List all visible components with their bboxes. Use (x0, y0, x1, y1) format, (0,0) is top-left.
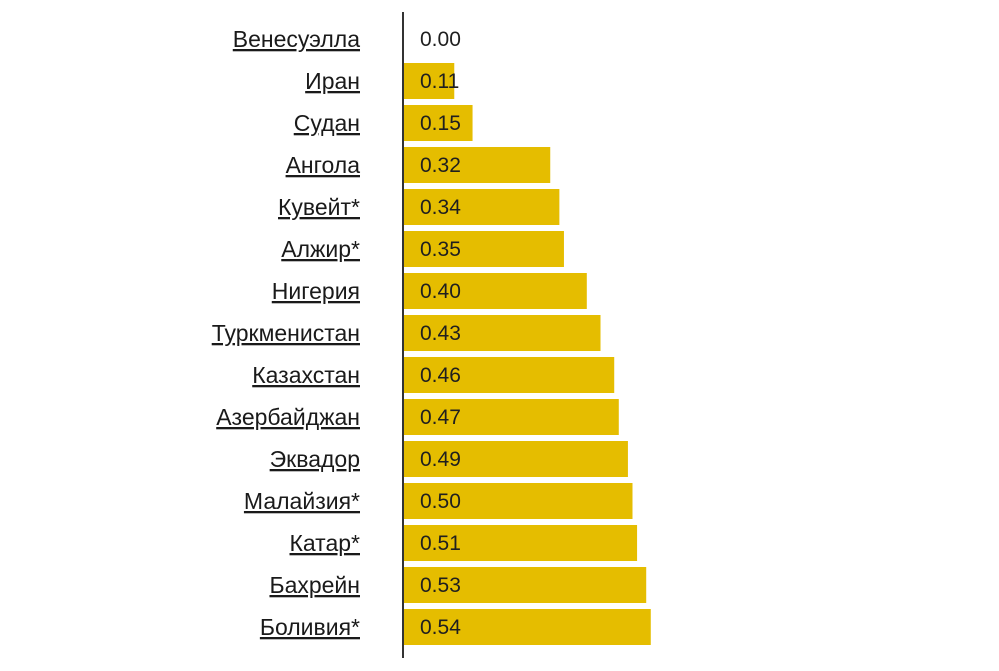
value-label: 0.15 (420, 112, 461, 135)
bar (404, 399, 619, 435)
bar (404, 231, 564, 267)
category-label[interactable]: Судан (294, 110, 360, 136)
value-label: 0.54 (420, 616, 461, 639)
category-label[interactable]: Ангола (286, 152, 361, 178)
category-label[interactable]: Кувейт* (278, 194, 360, 220)
bar (404, 315, 601, 351)
bar (404, 609, 651, 645)
category-label[interactable]: Иран (305, 68, 360, 94)
category-label[interactable]: Малайзия* (244, 488, 360, 514)
value-label: 0.49 (420, 448, 461, 471)
bar (404, 63, 455, 99)
category-label[interactable]: Катар* (290, 530, 361, 556)
category-label[interactable]: Боливия* (260, 614, 360, 640)
value-label: 0.51 (420, 532, 461, 555)
category-label[interactable]: Эквадор (270, 446, 360, 472)
category-label[interactable]: Нигерия (272, 278, 360, 304)
bar (404, 189, 560, 225)
category-label[interactable]: Азербайджан (216, 404, 360, 430)
value-label: 0.43 (420, 322, 461, 345)
value-label: 0.32 (420, 154, 461, 177)
bar (404, 567, 647, 603)
category-labels-layer: Венесуэлла Иран Судан Ангола Кувейт* Алжи… (212, 26, 360, 640)
value-label: 0.50 (420, 490, 461, 513)
bar (404, 273, 587, 309)
value-label: 0.34 (420, 196, 461, 219)
category-label[interactable]: Туркменистан (212, 320, 360, 346)
bar (404, 483, 633, 519)
bar (404, 525, 638, 561)
bar (404, 147, 551, 183)
bar (404, 441, 628, 477)
value-label: 0.40 (420, 280, 461, 303)
value-label: 0.35 (420, 238, 461, 261)
value-labels-layer: 0.00 0.11 0.15 0.32 0.34 0.35 0.40 0.43 0.46 0.47… (420, 28, 461, 639)
value-label: 0.46 (420, 364, 461, 387)
value-label: 0.47 (420, 406, 461, 429)
category-label[interactable]: Казахстан (252, 362, 360, 388)
value-label: 0.53 (420, 574, 461, 597)
value-label: 0.00 (420, 28, 461, 51)
category-label[interactable]: Венесуэлла (233, 26, 360, 52)
category-label[interactable]: Бахрейн (269, 572, 360, 598)
bars-layer (404, 63, 651, 645)
value-label: 0.11 (420, 70, 459, 93)
category-label[interactable]: Алжир* (281, 236, 360, 262)
bar (404, 105, 473, 141)
bar (404, 357, 615, 393)
